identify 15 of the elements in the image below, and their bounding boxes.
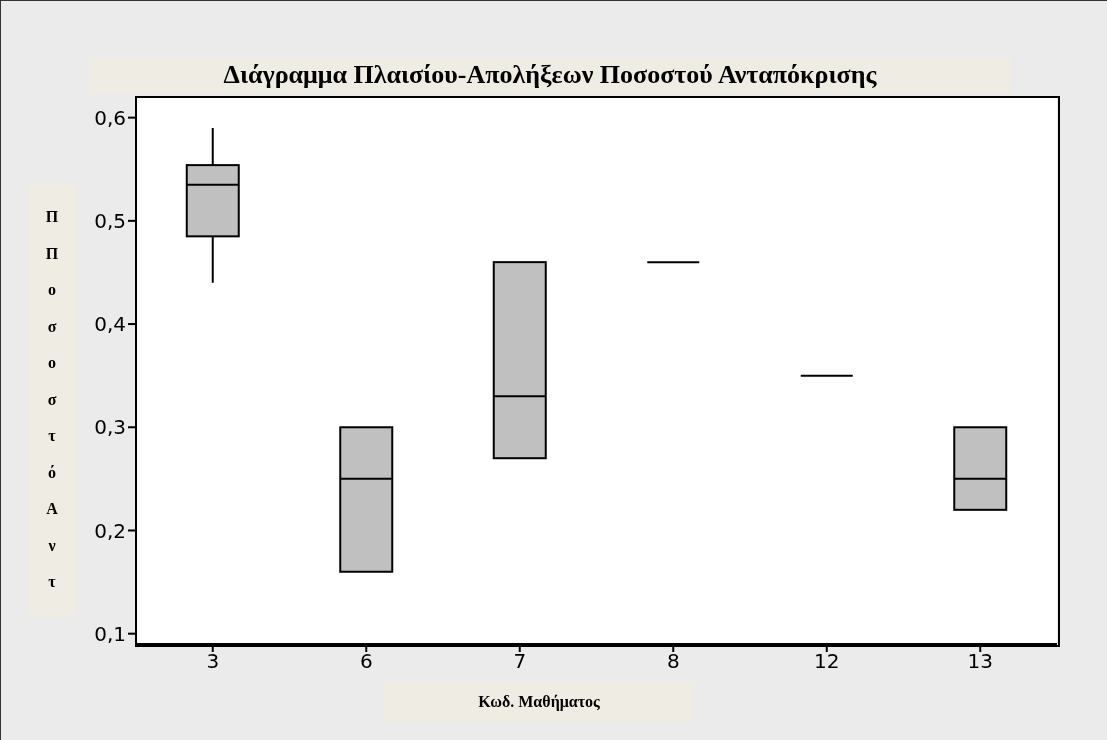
x-tick-label: 12 bbox=[814, 649, 840, 674]
y-tick-label: 0,5 bbox=[94, 208, 126, 233]
y-tick-label: 0,3 bbox=[94, 415, 126, 440]
y-tick-label: 0,2 bbox=[94, 518, 126, 543]
x-tick-label: 3 bbox=[206, 649, 220, 674]
y-tick-label: 0,4 bbox=[94, 312, 126, 337]
x-tick-label: 13 bbox=[967, 649, 993, 674]
y-tick-label: 0,1 bbox=[94, 621, 126, 646]
x-tick-label: 6 bbox=[359, 649, 373, 674]
x-tick-label: 8 bbox=[666, 649, 680, 674]
y-tick-label: 0,6 bbox=[94, 105, 126, 130]
x-tick-label: 7 bbox=[513, 649, 527, 674]
x-axis-title: Κωδ. Μαθήματος bbox=[384, 682, 694, 722]
text: ΠΠοσοστόΑντ bbox=[45, 208, 59, 591]
chart-title: Διάγραμμα Πλαισίου-Απολήξεων Ποσοστού Ανταπόκρισης bbox=[89, 57, 1011, 93]
